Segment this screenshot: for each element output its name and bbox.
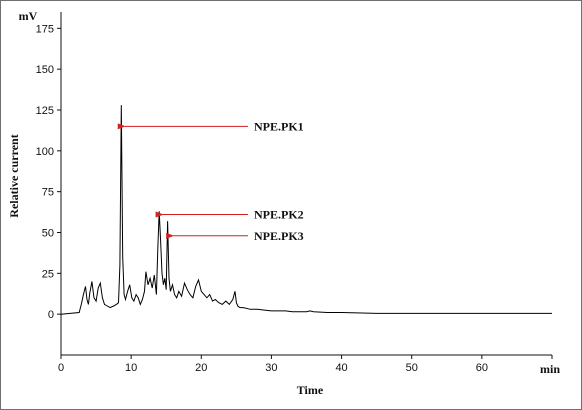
y-tick-label: 75 [42, 187, 54, 199]
x-tick-label: 10 [125, 362, 137, 374]
annotation-label: NPE.PK2 [254, 208, 304, 222]
x-tick-label: 30 [265, 362, 277, 374]
y-tick-label: 100 [36, 146, 54, 158]
y-tick-label: 0 [48, 309, 54, 321]
y-tick-label: 175 [36, 23, 54, 35]
x-axis-title: Time [297, 383, 324, 397]
chromatogram-trace [60, 105, 552, 315]
y-tick-label: 150 [36, 64, 54, 76]
x-tick-label: 20 [195, 362, 207, 374]
y-unit-label: mV [19, 9, 38, 23]
x-unit-label: min [540, 362, 560, 376]
y-tick-label: 25 [42, 268, 54, 280]
y-tick-label: 125 [36, 105, 54, 117]
y-tick-label: 50 [42, 228, 54, 240]
x-tick-label: 40 [335, 362, 347, 374]
x-tick-label: 60 [476, 362, 488, 374]
annotation-label: NPE.PK3 [254, 229, 304, 243]
x-tick-label: 50 [406, 362, 418, 374]
annotation-label: NPE.PK1 [254, 119, 304, 133]
y-axis-title: Relative current [7, 134, 21, 217]
x-tick-label: 0 [58, 362, 64, 374]
